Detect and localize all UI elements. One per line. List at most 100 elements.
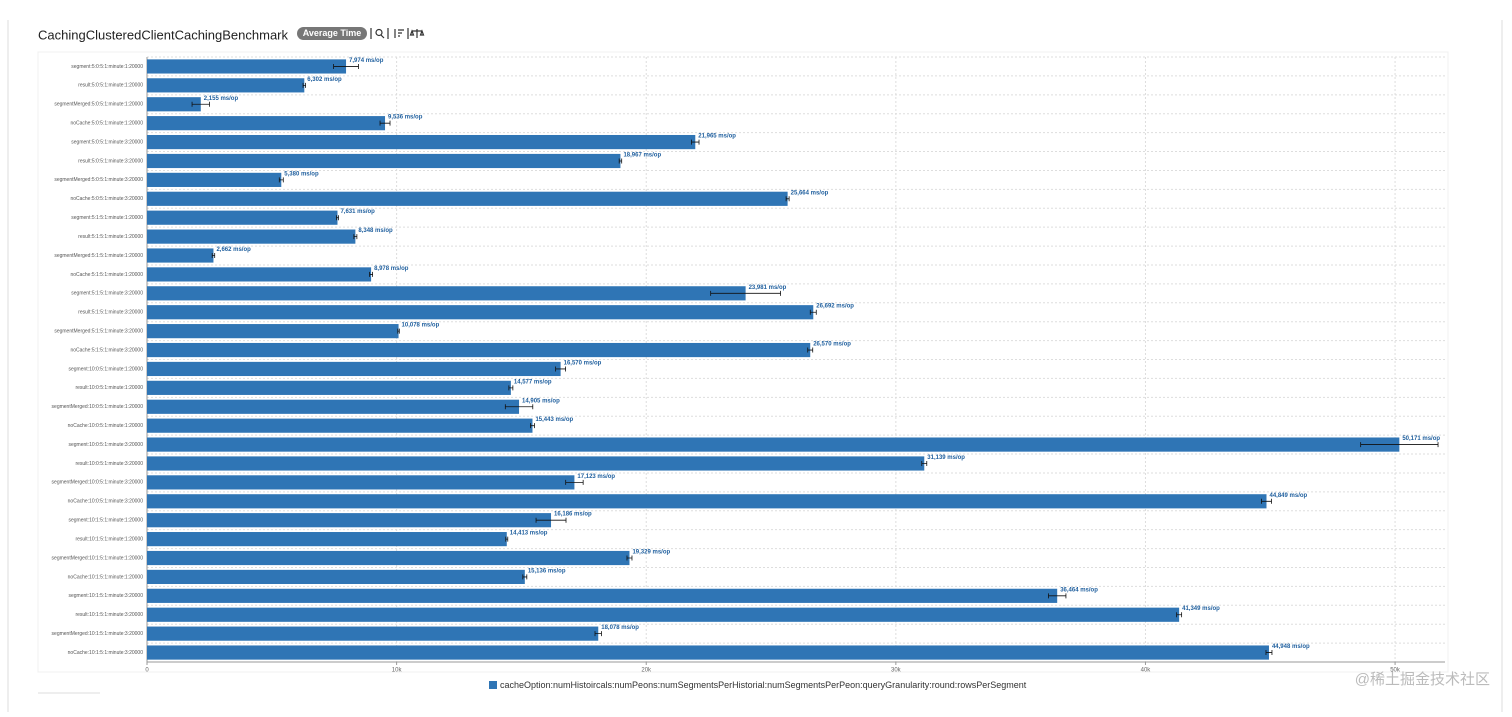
y-tick-label: segment:10:0:5:1:minute:3:20000: [69, 442, 144, 448]
value-label: 15,136 ms/op: [528, 568, 566, 574]
bar: [147, 97, 201, 112]
value-label: 10,078 ms/op: [402, 323, 440, 329]
value-label: 26,692 ms/op: [816, 304, 854, 310]
value-label: 26,570 ms/op: [813, 342, 851, 348]
value-label: 50,171 ms/op: [1402, 436, 1440, 442]
bar: [147, 286, 746, 301]
bar: [147, 361, 561, 377]
y-tick-label: result:5:0:5:1:minute:1:20000: [78, 83, 143, 89]
value-label: 44,948 ms/op: [1272, 644, 1310, 650]
bar: [147, 78, 305, 93]
bar: [147, 399, 520, 414]
error-bar: [1176, 612, 1183, 618]
y-tick-label: result:5:0:5:1:minute:3:20000: [78, 158, 143, 164]
value-label: 6,302 ms/op: [307, 77, 342, 83]
value-label: 16,570 ms/op: [564, 360, 602, 366]
y-tick-label: segment:5:0:5:1:minute:1:20000: [71, 64, 143, 70]
error-bar: [710, 290, 781, 296]
y-tick-label: segmentMerged:5:0:5:1:minute:1:20000: [54, 102, 143, 108]
error-bar: [191, 101, 210, 107]
value-label: 18,967 ms/op: [623, 152, 661, 158]
error-bar: [522, 574, 528, 580]
error-bar: [1265, 650, 1273, 656]
bar: [147, 324, 399, 339]
bar: [147, 550, 630, 566]
bar: [147, 456, 925, 471]
y-tick-label: segment:5:1:5:1:minute:3:20000: [71, 291, 143, 297]
bar: [147, 513, 552, 528]
error-bar: [508, 385, 514, 391]
value-label: 25,664 ms/op: [791, 190, 829, 196]
y-tick-label: result:5:1:5:1:minute:1:20000: [78, 234, 143, 240]
bar: [147, 475, 575, 490]
y-tick-label: segment:10:1:5:1:minute:1:20000: [69, 518, 144, 524]
error-bar: [626, 555, 633, 561]
x-tick-label: 40k: [1141, 668, 1152, 674]
bar: [147, 267, 372, 282]
bar: [147, 626, 599, 641]
value-label: 5,380 ms/op: [284, 171, 319, 177]
bar: [147, 494, 1267, 509]
y-tick-label: result:10:1:5:1:minute:1:20000: [75, 536, 143, 542]
error-bar: [278, 177, 284, 183]
chart-title: CachingClusteredClientCachingBenchmark: [38, 27, 289, 42]
value-label: 8,978 ms/op: [374, 266, 409, 272]
x-tick-label: 10k: [392, 668, 403, 674]
bar: [147, 248, 214, 263]
error-bar: [369, 271, 374, 277]
error-bar: [379, 120, 391, 126]
bar: [147, 588, 1058, 603]
y-tick-label: segmentMerged:5:1:5:1:minute:1:20000: [54, 253, 143, 259]
error-bar: [807, 347, 814, 353]
value-label: 17,123 ms/op: [577, 474, 615, 480]
error-bar: [1048, 593, 1067, 599]
value-label: 18,078 ms/op: [601, 625, 639, 631]
bar: [147, 153, 621, 169]
bar: [147, 437, 1400, 452]
value-label: 21,965 ms/op: [698, 134, 736, 140]
value-label: 19,329 ms/op: [632, 550, 670, 556]
error-bar: [785, 196, 790, 202]
y-tick-label: result:5:1:5:1:minute:3:20000: [78, 310, 143, 316]
value-label: 15,443 ms/op: [535, 417, 573, 423]
scale-icon[interactable]: [409, 29, 425, 38]
y-tick-label: result:10:1:5:1:minute:3:20000: [75, 612, 143, 618]
badge[interactable]: Average Time: [303, 28, 362, 38]
legend-label: cacheOption:numHistoircals:numPeons:numS…: [500, 680, 1027, 690]
y-tick-label: noCache:10:0:5:1:minute:3:20000: [68, 499, 144, 505]
error-bar: [691, 139, 700, 145]
y-tick-label: noCache:5:1:5:1:minute:1:20000: [70, 272, 143, 278]
x-tick-label: 0: [145, 668, 149, 674]
error-bar: [555, 366, 567, 372]
value-label: 7,631 ms/op: [340, 209, 375, 215]
y-tick-label: segment:10:0:5:1:minute:1:20000: [69, 366, 144, 372]
value-label: 16,186 ms/op: [554, 512, 592, 518]
bar: [147, 210, 338, 225]
value-label: 14,413 ms/op: [510, 531, 548, 537]
value-label: 23,981 ms/op: [749, 285, 787, 291]
value-label: 14,905 ms/op: [522, 398, 560, 404]
y-tick-label: noCache:5:1:5:1:minute:3:20000: [70, 347, 143, 353]
y-tick-label: segment:10:1:5:1:minute:3:20000: [69, 593, 144, 599]
watermark: @稀土掘金技术社区: [1355, 671, 1490, 688]
toolbar: [370, 28, 425, 39]
bar: [147, 172, 282, 187]
bar: [147, 134, 696, 150]
error-bar: [336, 215, 339, 221]
bar: [147, 342, 811, 358]
zoom-icon[interactable]: [375, 28, 383, 37]
error-bar: [333, 63, 359, 69]
bar: [147, 569, 525, 585]
error-bar: [1261, 498, 1272, 504]
y-tick-label: segmentMerged:10:0:5:1:minute:1:20000: [52, 404, 144, 410]
y-tick-label: segmentMerged:10:0:5:1:minute:3:20000: [52, 480, 144, 486]
y-tick-label: segmentMerged:10:1:5:1:minute:3:20000: [52, 631, 144, 637]
y-tick-label: result:10:0:5:1:minute:1:20000: [75, 385, 143, 391]
error-bar: [1360, 442, 1439, 448]
y-tick-label: segment:5:1:5:1:minute:1:20000: [71, 215, 143, 221]
error-bar: [594, 631, 602, 637]
sort-icon[interactable]: [394, 29, 404, 38]
plot-frame: [37, 51, 1449, 673]
value-label: 8,348 ms/op: [358, 228, 393, 234]
